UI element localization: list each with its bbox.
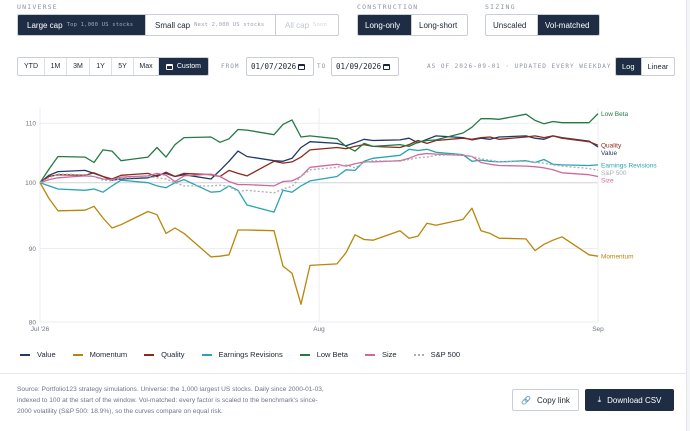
y-tick-label: 90	[29, 246, 37, 253]
legend-item: Momentum	[72, 350, 128, 359]
option-label: Large cap	[27, 20, 63, 30]
copy-link-button[interactable]: 🔗 Copy link	[512, 389, 579, 411]
range-custom-button[interactable]: Custom	[158, 58, 208, 75]
series-line-momentum	[39, 182, 599, 305]
option-label: Small cap	[155, 20, 191, 30]
series-end-label-earnings-revisions: Earnings Revisions	[601, 162, 657, 169]
from-date-value: 01/07/2026	[251, 62, 297, 71]
legend-item: Low Beta	[299, 350, 348, 359]
sizing-option-vol-matched[interactable]: Vol-matched	[537, 15, 599, 35]
legend-swatch	[413, 353, 424, 356]
sizing-option-unscaled[interactable]: Unscaled	[493, 20, 527, 30]
y-tick-label: 80	[29, 320, 37, 327]
legend-item: Size	[364, 350, 397, 359]
legend-label: Low Beta	[316, 350, 348, 359]
universe-option-all-cap: All cap Soon	[275, 15, 338, 35]
range-max-button[interactable]: Max	[133, 58, 158, 75]
link-icon: 🔗	[521, 395, 532, 405]
copy-link-label: Copy link	[537, 395, 570, 405]
date-range-selector: YTD 1M 3M 1Y 5Y Max Custom	[17, 57, 209, 76]
universe-selector: Large cap Top 1,000 US stocks Small cap …	[17, 14, 339, 36]
sizing-selector: Unscaled Vol-matched	[485, 14, 600, 36]
calendar-icon	[298, 64, 305, 70]
legend-swatch	[364, 353, 375, 356]
construction-option-long-short[interactable]: Long-short	[411, 15, 467, 35]
option-sublabel: Next 2,000 US stocks	[194, 22, 265, 28]
legend-item: S&P 500	[413, 350, 461, 359]
calendar-icon	[166, 63, 173, 70]
download-csv-label: Download CSV	[607, 395, 662, 405]
range-1m-button[interactable]: 1M	[44, 58, 66, 75]
chart-legend: Value Momentum Quality Earnings Revisions Lo…	[20, 350, 477, 359]
legend-swatch	[299, 353, 310, 356]
series-end-label-momentum: Momentum	[601, 254, 634, 261]
performance-line-chart: 80 90 100 110 Jul '26 Aug Sep Value Momentum Qual…	[25, 108, 657, 333]
legend-label: Earnings Revisions	[218, 350, 283, 359]
x-tick-label: Jul '26	[31, 326, 50, 333]
legend-swatch	[20, 353, 30, 356]
series-line-low-beta	[39, 113, 599, 184]
legend-label: S&P 500	[430, 350, 461, 359]
to-date-value: 01/09/2026	[336, 62, 382, 71]
legend-swatch	[201, 353, 212, 356]
construction-selector: Long-only Long-short	[357, 14, 468, 36]
legend-item: Earnings Revisions	[201, 350, 283, 359]
sizing-label: SIZING	[485, 3, 516, 11]
to-label: TO	[317, 63, 327, 70]
download-csv-button[interactable]: ⤓ Download CSV	[585, 389, 674, 411]
y-tick-label: 100	[25, 180, 36, 187]
series-end-label-value: Value	[601, 150, 618, 157]
series-line-size	[39, 152, 599, 187]
legend-item: Value	[20, 350, 56, 359]
option-sublabel: Top 1,000 US stocks	[66, 22, 134, 28]
legend-label: Quality	[161, 350, 185, 359]
methodology-note: Source: Portfolio123 strategy simulation…	[17, 386, 324, 415]
download-icon: ⤓	[597, 395, 602, 404]
universe-option-large-cap[interactable]: Large cap Top 1,000 US stocks	[18, 15, 145, 35]
series-end-label-quality: Quality	[601, 143, 622, 150]
x-tick-label: Sep	[592, 326, 604, 333]
series-line-earnings-revisions	[39, 148, 599, 213]
construction-option-long-only[interactable]: Long-only	[358, 15, 411, 35]
range-ytd-button[interactable]: YTD	[24, 63, 38, 70]
option-label: All cap	[285, 20, 310, 30]
scale-toggle: Log Linear	[615, 57, 676, 76]
from-date-input[interactable]: 01/07/2026	[246, 57, 314, 76]
range-5y-button[interactable]: 5Y	[111, 58, 133, 75]
universe-label: UNIVERSE	[17, 3, 58, 11]
option-sublabel: Soon	[313, 22, 328, 28]
legend-swatch	[72, 353, 83, 356]
divider	[0, 373, 687, 374]
legend-item: Quality	[144, 350, 185, 359]
series-end-label-s-p-500: S&P 500	[601, 170, 627, 177]
legend-label: Size	[381, 350, 397, 359]
from-label: FROM	[221, 63, 240, 70]
calendar-icon	[383, 64, 390, 70]
range-3m-button[interactable]: 3M	[66, 58, 89, 75]
to-date-input[interactable]: 01/09/2026	[331, 57, 399, 76]
range-custom-label: Custom	[176, 63, 201, 70]
scale-log-button[interactable]: Log	[616, 58, 641, 75]
series-line-quality	[39, 135, 599, 184]
range-1y-button[interactable]: 1Y	[89, 58, 111, 75]
series-end-label-low-beta: Low Beta	[601, 111, 628, 118]
legend-swatch	[144, 353, 155, 356]
x-tick-label: Aug	[313, 326, 325, 333]
series-end-label-size: Size	[601, 177, 614, 184]
legend-label: Value	[37, 350, 56, 359]
series-line-value	[39, 135, 599, 184]
construction-label: CONSTRUCTION	[357, 3, 419, 11]
series-line-s-p-500	[39, 154, 599, 194]
y-tick-label: 110	[26, 121, 37, 128]
scale-linear-button[interactable]: Linear	[640, 58, 675, 75]
universe-option-small-cap[interactable]: Small cap Next 2,000 US stocks	[145, 15, 275, 35]
as-of-timestamp: AS OF 2026-09-01 · UPDATED EVERY WEEKDAY	[427, 63, 612, 70]
legend-label: Momentum	[89, 350, 128, 359]
